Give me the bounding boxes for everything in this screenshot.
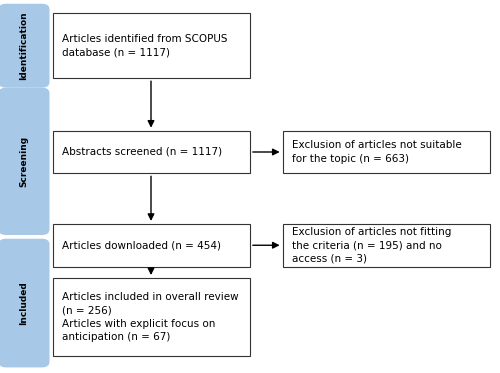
Text: Screening: Screening (20, 136, 28, 187)
Text: Identification: Identification (20, 12, 28, 80)
Text: Articles identified from SCOPUS
database (n = 1117): Articles identified from SCOPUS database… (62, 34, 227, 57)
Text: Abstracts screened (n = 1117): Abstracts screened (n = 1117) (62, 147, 222, 157)
Bar (52, 224, 250, 267)
Text: Exclusion of articles not fitting
the criteria (n = 195) and no
access (n = 3): Exclusion of articles not fitting the cr… (292, 227, 451, 263)
Text: Articles downloaded (n = 454): Articles downloaded (n = 454) (62, 240, 220, 250)
Text: Articles included in overall review
(n = 256)
Articles with explicit focus on
an: Articles included in overall review (n =… (62, 292, 238, 342)
Bar (52, 13, 250, 78)
Bar (52, 278, 250, 356)
FancyBboxPatch shape (0, 4, 50, 88)
Bar (282, 224, 490, 267)
FancyBboxPatch shape (0, 88, 50, 235)
Bar (52, 131, 250, 173)
Bar (282, 131, 490, 173)
Text: Exclusion of articles not suitable
for the topic (n = 663): Exclusion of articles not suitable for t… (292, 140, 461, 164)
Text: Included: Included (20, 281, 28, 325)
FancyBboxPatch shape (0, 239, 50, 367)
